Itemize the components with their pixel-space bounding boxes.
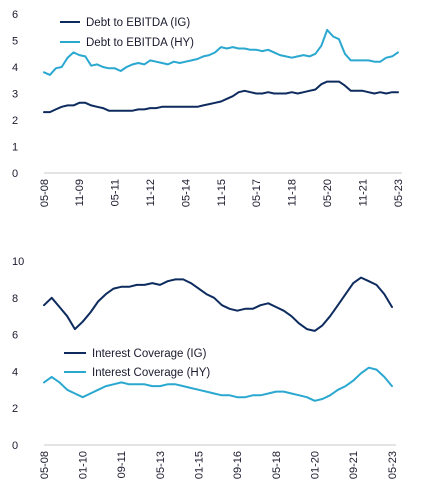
x-tick-label: 11-09 <box>74 179 86 206</box>
legend-label: Interest Coverage (HY) <box>92 367 210 379</box>
x-tick-label: 05-23 <box>387 451 399 479</box>
y-tick-label: 3 <box>12 89 18 101</box>
x-tick-label: 09-21 <box>348 451 360 479</box>
series-line-hy <box>43 366 393 402</box>
y-tick-label: 0 <box>12 440 18 452</box>
x-tick-label: 11-12 <box>145 179 157 206</box>
y-tick-label: 0 <box>12 168 18 180</box>
x-tick-label: 05-08 <box>39 179 51 207</box>
x-tick-label: 09-11 <box>116 451 128 478</box>
x-tick-label: 11-18 <box>287 179 299 206</box>
y-tick-label: 4 <box>12 62 18 74</box>
interest-coverage-chart: 0 2 4 6 8 10 05-08 01-10 09-11 05-13 01-15 09-16 05-… <box>12 256 399 479</box>
y-tick-label: 1 <box>12 142 18 154</box>
y-tick-label: 6 <box>12 330 18 342</box>
y-tick-label: 4 <box>12 366 18 378</box>
x-tick-label: 05-18 <box>271 451 283 479</box>
legend-label: Debt to EBITDA (HY) <box>86 37 194 49</box>
debt-to-ebitda-chart: 0 1 2 3 4 5 6 05-08 11-09 05-11 11-12 05-14 11-15 05-… <box>12 9 405 207</box>
x-tick-label: 05-11 <box>110 179 122 206</box>
x-tick-label: 05-13 <box>155 451 167 479</box>
y-tick-label: 8 <box>12 293 18 305</box>
y-tick-label: 2 <box>12 115 18 127</box>
x-tick-label: 05-23 <box>393 179 405 207</box>
x-tick-label: 11-15 <box>216 179 228 206</box>
x-tick-label: 05-14 <box>180 179 192 207</box>
y-tick-label: 10 <box>12 256 24 268</box>
y-tick-label: 2 <box>12 403 18 415</box>
series-line-hy <box>43 28 399 76</box>
series-line-ig <box>43 80 399 114</box>
series-line-ig <box>43 276 393 332</box>
x-tick-label: 01-15 <box>194 451 206 479</box>
x-tick-label: 05-17 <box>251 179 263 207</box>
legend-label: Debt to EBITDA (IG) <box>86 17 190 29</box>
x-tick-label: 05-08 <box>39 451 51 479</box>
legend-label: Interest Coverage (IG) <box>92 348 207 360</box>
x-tick-label: 01-10 <box>78 451 90 479</box>
y-tick-label: 6 <box>12 9 18 21</box>
x-tick-label: 11-21 <box>357 179 369 206</box>
x-tick-label: 05-20 <box>322 179 334 207</box>
x-tick-label: 09-16 <box>232 451 244 479</box>
y-tick-label: 5 <box>12 36 18 48</box>
x-tick-label: 01-20 <box>310 451 322 479</box>
